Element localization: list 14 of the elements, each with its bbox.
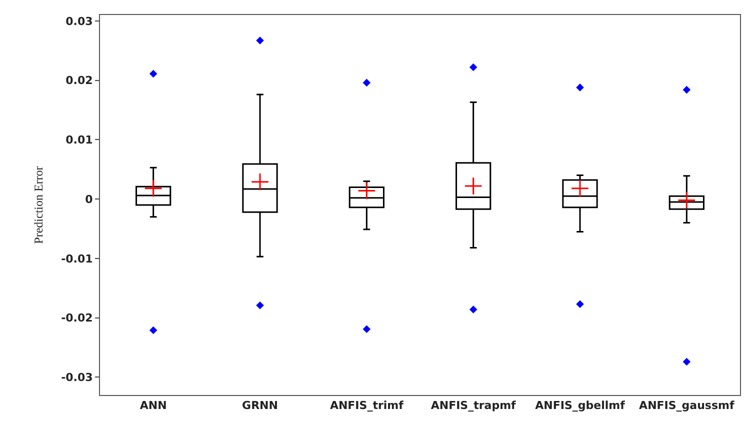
x-tick-label: ANFIS_gaussmf: [639, 399, 734, 412]
y-tick-label: 0: [85, 192, 94, 206]
x-tick-label: ANFIS_gbellmf: [535, 399, 626, 412]
y-tick-label: -0.01: [61, 252, 93, 266]
y-tick-label: 0.01: [66, 134, 93, 147]
x-tick-label: ANFIS_trimf: [330, 399, 404, 412]
y-tick-label: -0.02: [61, 312, 93, 325]
y-axis-title: Prediction Error: [31, 166, 46, 244]
x-tick-label: ANFIS_trapmf: [430, 399, 516, 412]
y-tick-label: -0.03: [61, 371, 93, 384]
y-tick-label: 0.03: [66, 14, 93, 28]
y-tick-label: 0.02: [66, 74, 93, 88]
x-tick-label: ANN: [140, 399, 167, 412]
x-tick-label: GRNN: [242, 399, 278, 412]
